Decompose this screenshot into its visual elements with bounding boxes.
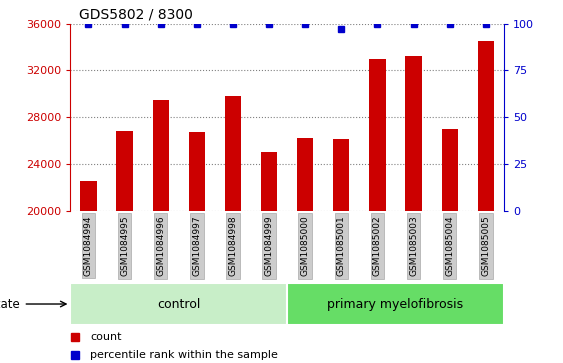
Text: GSM1085004: GSM1085004 — [445, 216, 454, 276]
Text: GSM1084996: GSM1084996 — [156, 216, 165, 276]
Text: GSM1084994: GSM1084994 — [84, 216, 93, 276]
Text: GSM1085001: GSM1085001 — [337, 216, 346, 276]
Bar — [287, 283, 504, 325]
Text: disease state: disease state — [0, 298, 20, 310]
Text: GSM1084999: GSM1084999 — [265, 216, 274, 276]
Text: GSM1085002: GSM1085002 — [373, 216, 382, 276]
Text: primary myelofibrosis: primary myelofibrosis — [328, 298, 463, 310]
Text: GSM1085005: GSM1085005 — [481, 216, 490, 276]
Bar — [441, 129, 458, 211]
Bar — [225, 96, 241, 211]
Text: GSM1084998: GSM1084998 — [229, 216, 238, 276]
Bar — [117, 131, 133, 211]
Text: GSM1085000: GSM1085000 — [301, 216, 310, 276]
Text: GSM1085003: GSM1085003 — [409, 216, 418, 276]
Bar — [477, 41, 494, 211]
Bar — [81, 182, 97, 211]
Bar — [297, 138, 314, 211]
Bar — [261, 152, 277, 211]
Text: percentile rank within the sample: percentile rank within the sample — [90, 350, 278, 360]
Text: count: count — [90, 332, 122, 342]
Bar — [333, 139, 350, 211]
Bar — [405, 56, 422, 211]
Text: GSM1084995: GSM1084995 — [120, 216, 129, 276]
Text: control: control — [157, 298, 200, 310]
Bar — [70, 283, 287, 325]
Text: GSM1084997: GSM1084997 — [193, 216, 202, 276]
Bar — [153, 99, 169, 211]
Bar — [369, 59, 386, 211]
Text: GDS5802 / 8300: GDS5802 / 8300 — [79, 7, 193, 21]
Bar — [189, 132, 205, 211]
